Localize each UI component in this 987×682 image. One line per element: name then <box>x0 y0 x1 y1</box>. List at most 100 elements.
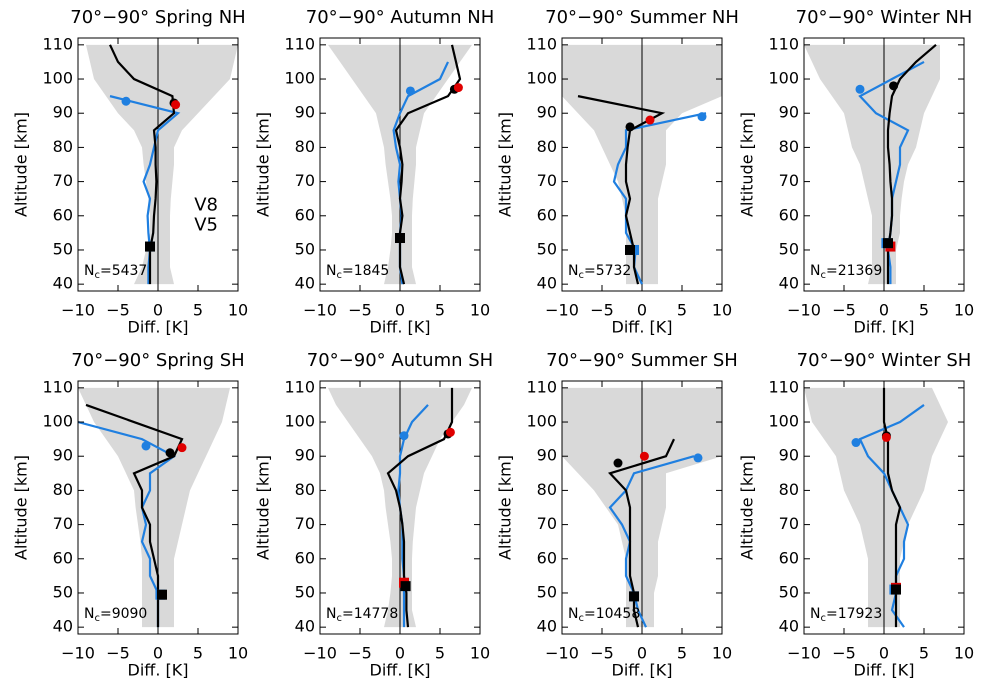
y-tick-label: 80 <box>779 480 799 499</box>
y-tick-label: 50 <box>779 239 799 258</box>
circle-marker <box>639 451 649 461</box>
x-tick-label: −5 <box>348 644 372 663</box>
y-tick-label: 110 <box>42 34 73 53</box>
count-subscript: c <box>578 270 584 281</box>
count-text: =21369 <box>826 263 882 279</box>
y-tick-label: 110 <box>526 377 557 396</box>
panel-title: 70°−90° Spring SH <box>71 350 244 371</box>
y-tick-label: 40 <box>779 274 799 293</box>
y-tick-label: 50 <box>537 239 557 258</box>
y-tick-label: 70 <box>779 514 799 533</box>
y-tick-label: 60 <box>779 548 799 567</box>
x-tick-label: 0 <box>879 644 889 663</box>
x-tick-label: 5 <box>919 301 929 320</box>
plot-area <box>804 381 948 634</box>
x-tick-label: 0 <box>637 644 647 663</box>
y-tick-label: 80 <box>53 480 73 499</box>
plot-area <box>328 381 472 634</box>
count-subscript: c <box>578 613 584 624</box>
x-tick-label: 10 <box>712 301 732 320</box>
y-tick-label: 110 <box>768 377 799 396</box>
x-tick-label: −10 <box>303 301 337 320</box>
panel-title: 70°−90° Spring NH <box>70 7 245 28</box>
plot-area <box>78 381 230 634</box>
square-marker <box>400 581 411 592</box>
x-tick-label: −5 <box>832 644 856 663</box>
y-tick-label: 110 <box>42 377 73 396</box>
y-tick-label: 40 <box>53 274 73 293</box>
y-tick-label: 100 <box>768 412 799 431</box>
x-tick-label: 0 <box>153 301 163 320</box>
y-tick-label: 70 <box>779 171 799 190</box>
y-tick-label: 80 <box>779 137 799 156</box>
y-tick-label: 80 <box>53 137 73 156</box>
y-tick-label: 80 <box>295 137 315 156</box>
y-axis-label: Altitude [km] <box>496 112 515 217</box>
y-tick-label: 110 <box>284 377 315 396</box>
circle-marker <box>625 122 635 132</box>
count-subscript: c <box>820 270 826 281</box>
count-label: N <box>84 263 94 279</box>
circle-marker <box>177 443 187 453</box>
count-text: =5437 <box>100 263 147 279</box>
count-annotation: Nc=10458 <box>568 606 640 624</box>
x-tick-label: 0 <box>637 301 647 320</box>
spread-band <box>86 44 238 285</box>
x-axis-label: Diff. [K] <box>370 661 431 680</box>
y-tick-label: 40 <box>295 617 315 636</box>
x-tick-label: −5 <box>106 301 130 320</box>
x-tick-label: 5 <box>193 644 203 663</box>
panel: 70°−90° Spring SH −10 −5 0 5 10 40 50 60 70 80 90 10… <box>12 350 249 680</box>
x-tick-label: 0 <box>395 301 405 320</box>
y-tick-label: 90 <box>295 446 315 465</box>
x-tick-label: −5 <box>590 301 614 320</box>
x-tick-label: −10 <box>61 301 95 320</box>
y-tick-label: 60 <box>295 548 315 567</box>
y-axis-label: Altitude [km] <box>254 455 273 560</box>
y-tick-label: 80 <box>295 480 315 499</box>
x-tick-label: 0 <box>879 301 889 320</box>
y-tick-label: 70 <box>53 171 73 190</box>
y-tick-label: 90 <box>295 103 315 122</box>
count-label: N <box>84 606 94 622</box>
x-tick-label: 10 <box>712 644 732 663</box>
circle-marker <box>399 431 409 441</box>
x-tick-label: 5 <box>677 301 687 320</box>
y-axis-label: Altitude [km] <box>12 112 31 217</box>
y-tick-label: 100 <box>526 69 557 88</box>
y-tick-label: 50 <box>53 239 73 258</box>
y-tick-label: 90 <box>53 103 73 122</box>
circle-marker <box>855 84 865 94</box>
panel: 70°−90° Winter SH −10 −5 0 5 10 40 50 60 70 80 90 10… <box>738 350 975 680</box>
count-annotation: Nc=5437 <box>84 263 147 281</box>
y-axis-label: Altitude [km] <box>738 112 757 217</box>
square-marker <box>395 233 405 244</box>
square-marker <box>145 241 155 252</box>
panel: 70°−90° Summer NH −10 −5 0 5 10 40 50 60 70 80 90 10… <box>496 7 739 337</box>
y-tick-label: 100 <box>42 69 73 88</box>
circle-marker <box>171 100 181 110</box>
count-annotation: Nc=1845 <box>326 263 389 281</box>
square-marker <box>891 584 901 595</box>
y-tick-label: 50 <box>295 239 315 258</box>
x-tick-label: −5 <box>348 301 372 320</box>
x-tick-label: −10 <box>61 644 95 663</box>
y-tick-label: 60 <box>537 548 557 567</box>
count-annotation: Nc=5732 <box>568 263 631 281</box>
x-tick-label: 10 <box>470 644 490 663</box>
x-tick-label: 0 <box>153 644 163 663</box>
y-tick-label: 90 <box>537 103 557 122</box>
count-subscript: c <box>820 613 826 624</box>
y-tick-label: 60 <box>53 548 73 567</box>
plot-area <box>86 38 238 291</box>
circle-marker <box>881 432 891 442</box>
spread-band <box>804 44 940 285</box>
count-annotation: Nc=17923 <box>810 606 882 624</box>
circle-marker <box>889 81 899 91</box>
y-tick-label: 100 <box>42 412 73 431</box>
y-tick-label: 70 <box>295 514 315 533</box>
y-tick-label: 50 <box>537 582 557 601</box>
x-tick-label: 5 <box>677 644 687 663</box>
panel: 70°−90° Autumn SH −10 −5 0 5 10 40 50 60 70 80 90 10… <box>254 350 494 680</box>
panel: 70°−90° Spring NH −10 −5 0 5 10 40 50 60 70 80 90 10… <box>12 7 249 337</box>
